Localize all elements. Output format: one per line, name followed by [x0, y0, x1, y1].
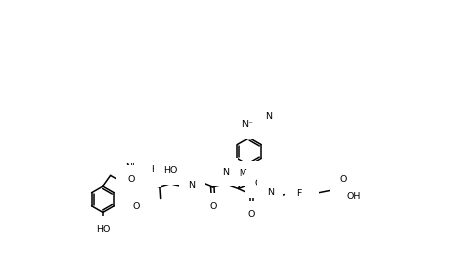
Text: Me: Me	[239, 169, 251, 178]
Text: N: N	[188, 181, 195, 190]
Text: O: O	[248, 210, 255, 219]
Text: N⁺: N⁺	[258, 116, 269, 125]
Text: H: H	[151, 165, 158, 174]
Text: OH: OH	[255, 179, 269, 188]
Text: O: O	[132, 202, 140, 211]
Text: OH: OH	[346, 192, 361, 202]
Text: N⁻: N⁻	[241, 120, 253, 129]
Text: O: O	[209, 202, 217, 211]
Text: O: O	[339, 175, 347, 184]
Text: NH₂: NH₂	[125, 163, 143, 172]
Text: N: N	[267, 188, 274, 197]
Text: N: N	[144, 169, 151, 178]
Text: OH: OH	[294, 189, 309, 198]
Text: HO: HO	[96, 225, 110, 234]
Text: F: F	[304, 196, 310, 204]
Text: N: N	[265, 111, 272, 121]
Text: N: N	[222, 168, 229, 177]
Text: O: O	[128, 175, 135, 184]
Text: HO: HO	[163, 166, 178, 175]
Text: F: F	[297, 189, 302, 198]
Text: F: F	[304, 185, 310, 194]
